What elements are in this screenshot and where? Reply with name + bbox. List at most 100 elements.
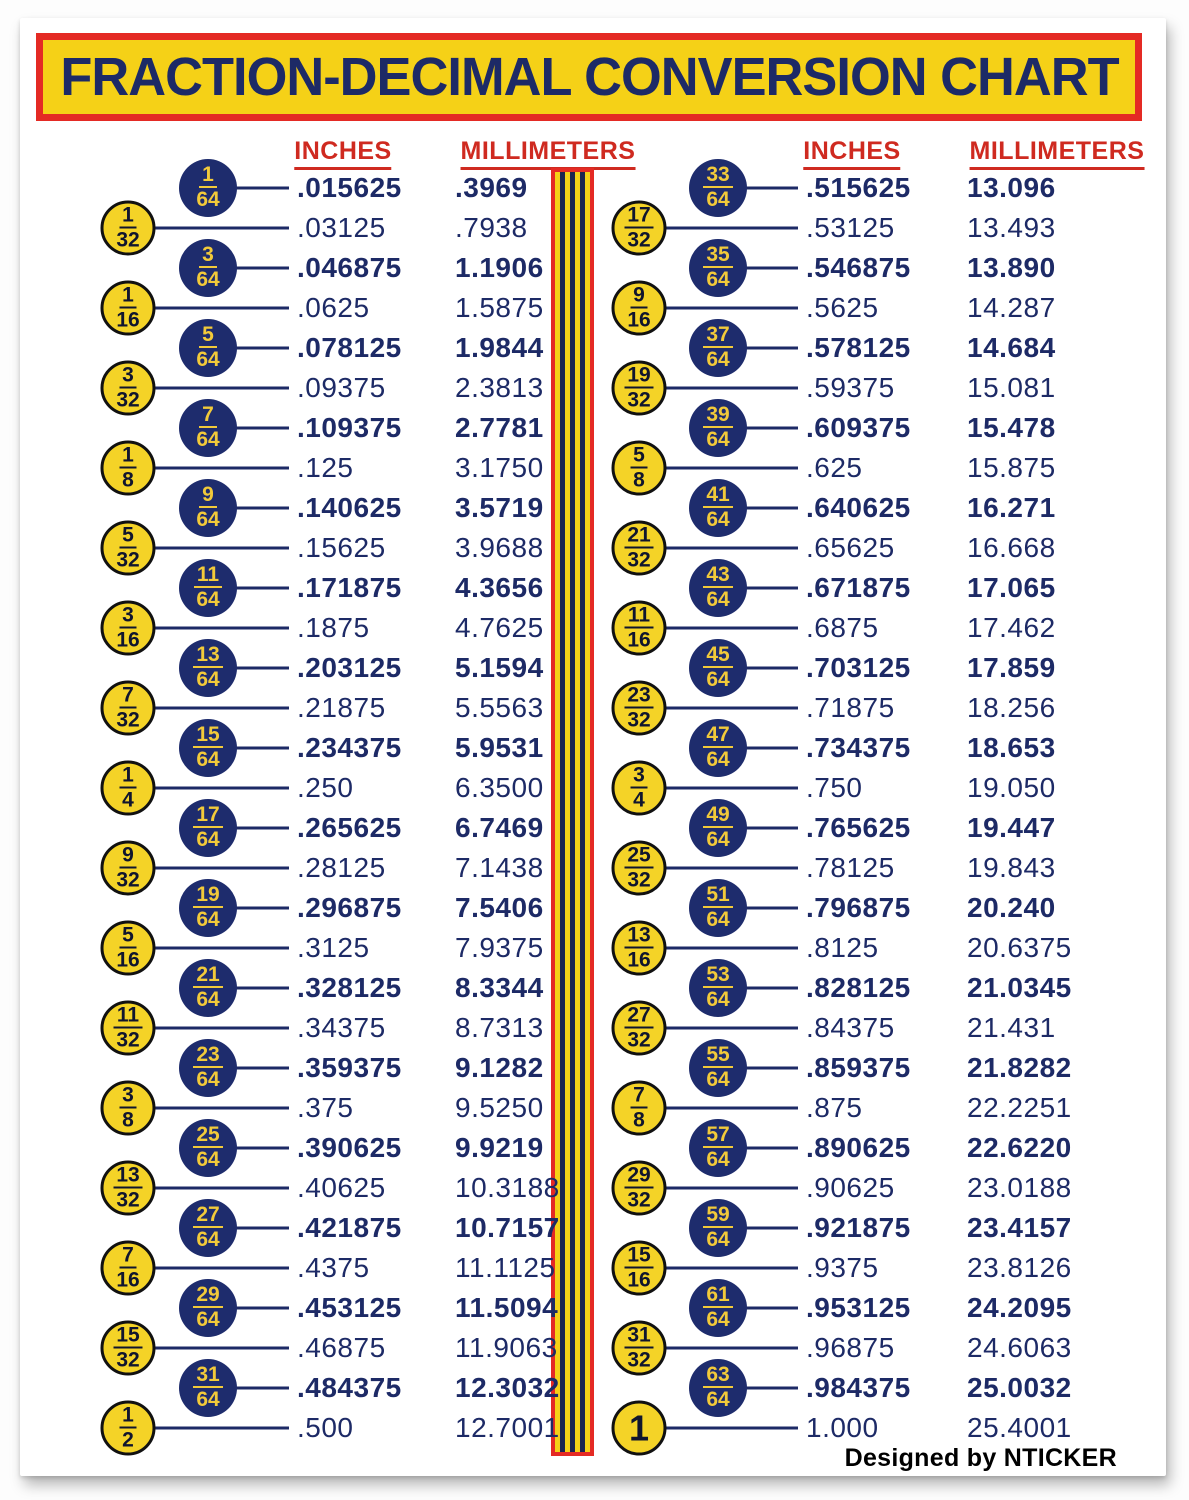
mm-value: 7.9375 — [455, 932, 544, 963]
fraction-circle: 7 16 — [100, 1240, 156, 1296]
fraction-denominator: 32 — [116, 1188, 140, 1212]
mm-value: 16.668 — [967, 532, 1056, 563]
fraction-denominator: 64 — [196, 348, 220, 372]
mm-value: 15.081 — [967, 372, 1056, 403]
fraction-numerator: 5 — [199, 324, 217, 349]
mm-value: 24.6063 — [967, 1332, 1072, 1363]
inches-value: .328125 — [297, 972, 402, 1003]
connector-line — [233, 186, 289, 190]
fraction-denominator: 64 — [706, 1388, 730, 1412]
fraction-numerator: 7 — [119, 1244, 137, 1269]
fraction-circle: 31 64 — [179, 1359, 237, 1417]
mm-value: 21.8282 — [967, 1052, 1072, 1083]
connector-line — [151, 1426, 289, 1430]
inches-value: .90625 — [806, 1172, 895, 1203]
fraction-circle: 39 64 — [689, 399, 747, 457]
mm-value: .7938 — [455, 212, 528, 243]
mm-value: 13.096 — [967, 172, 1056, 203]
inches-value: .65625 — [806, 532, 895, 563]
mm-value: 20.240 — [967, 892, 1056, 923]
connector-line — [151, 1106, 289, 1110]
mm-value: 23.0188 — [967, 1172, 1072, 1203]
mm-value: 9.9219 — [455, 1132, 544, 1163]
inches-value: .421875 — [297, 1212, 402, 1243]
fraction-numerator: 15 — [193, 724, 223, 749]
inches-value: .140625 — [297, 492, 402, 523]
inches-value: .578125 — [806, 332, 911, 363]
connector-line — [151, 786, 289, 790]
fraction-numerator: 5 — [119, 924, 137, 949]
fraction-denominator: 16 — [116, 1268, 140, 1292]
connector-line — [233, 666, 289, 670]
mm-value: 2.7781 — [455, 412, 544, 443]
mm-value: 25.0032 — [967, 1372, 1072, 1403]
mm-value: 5.1594 — [455, 652, 544, 683]
connector-line — [151, 1026, 289, 1030]
fraction-denominator: 64 — [706, 1148, 730, 1172]
mm-value: 3.9688 — [455, 532, 544, 563]
fraction-denominator: 8 — [122, 1108, 134, 1132]
fraction-denominator: 64 — [706, 908, 730, 932]
mm-value: 12.7001 — [455, 1412, 560, 1443]
fraction-circle: 59 64 — [689, 1199, 747, 1257]
inches-value: .609375 — [806, 412, 911, 443]
fraction-circle: 19 32 — [611, 360, 667, 416]
fraction-circle: 25 64 — [179, 1119, 237, 1177]
mm-value: 9.5250 — [455, 1092, 544, 1123]
mm-value: 13.493 — [967, 212, 1056, 243]
mm-value: 19.050 — [967, 772, 1056, 803]
mm-value: 1.1906 — [455, 252, 544, 283]
mm-value: 22.2251 — [967, 1092, 1072, 1123]
fraction-numerator: 43 — [703, 564, 733, 589]
connector-line — [151, 866, 289, 870]
connector-line — [743, 506, 798, 510]
fraction-circle: 55 64 — [689, 1039, 747, 1097]
inches-value: .96875 — [806, 1332, 895, 1363]
fraction-denominator: 64 — [706, 748, 730, 772]
connector-line — [662, 1106, 798, 1110]
connector-line — [233, 586, 289, 590]
connector-line — [151, 546, 289, 550]
inches-value: .625 — [806, 452, 863, 483]
fraction-denominator: 32 — [116, 1348, 140, 1372]
fraction-denominator: 32 — [116, 228, 140, 252]
fraction-numerator: 57 — [703, 1124, 733, 1149]
inches-value: .640625 — [806, 492, 911, 523]
fraction-numerator: 9 — [119, 844, 137, 869]
inches-value: .984375 — [806, 1372, 911, 1403]
connector-line — [743, 906, 798, 910]
fraction-circle: 17 32 — [611, 200, 667, 256]
inches-value: .109375 — [297, 412, 402, 443]
connector-line — [151, 1346, 289, 1350]
fraction-circle: 27 64 — [179, 1199, 237, 1257]
connector-line — [662, 306, 798, 310]
fraction-denominator: 32 — [627, 1028, 651, 1052]
fraction-circle: 15 64 — [179, 719, 237, 777]
fraction-circle: 21 64 — [179, 959, 237, 1017]
connector-line — [151, 1266, 289, 1270]
fraction-denominator: 64 — [706, 828, 730, 852]
connector-line — [743, 426, 798, 430]
mm-value: 24.2095 — [967, 1292, 1072, 1323]
fraction-denominator: 64 — [196, 1148, 220, 1172]
connector-line — [233, 426, 289, 430]
divider-stripe — [570, 172, 575, 1452]
fraction-numerator: 21 — [193, 964, 223, 989]
fraction-denominator: 64 — [196, 1068, 220, 1092]
fraction-circle: 57 64 — [689, 1119, 747, 1177]
mm-value: 25.4001 — [967, 1412, 1072, 1443]
fraction-circle: 9 16 — [611, 280, 667, 336]
connector-line — [233, 266, 289, 270]
mm-value: 3.5719 — [455, 492, 544, 523]
connector-line — [151, 1186, 289, 1190]
fraction-numerator: 29 — [193, 1284, 223, 1309]
fraction-circle: 51 64 — [689, 879, 747, 937]
inches-value: .828125 — [806, 972, 911, 1003]
fraction-numerator: 5 — [119, 524, 137, 549]
fraction-circle: 23 64 — [179, 1039, 237, 1097]
mm-value: 12.3032 — [455, 1372, 560, 1403]
fraction-numerator: 15 — [624, 1244, 654, 1269]
fraction-denominator: 64 — [196, 828, 220, 852]
connector-line — [233, 986, 289, 990]
inches-value: .125 — [297, 452, 354, 483]
